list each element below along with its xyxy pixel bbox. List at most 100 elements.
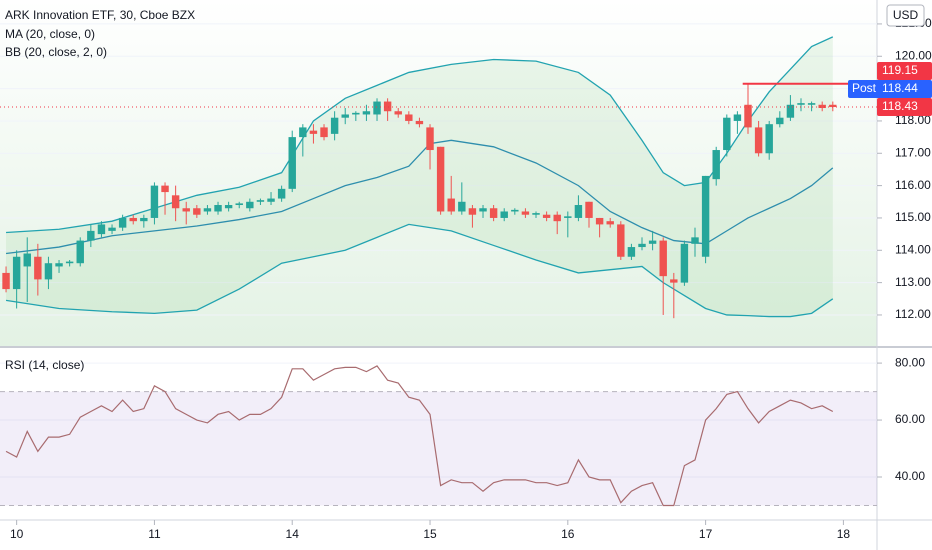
candle-body bbox=[818, 104, 826, 109]
candle-body bbox=[436, 146, 445, 212]
candle-body bbox=[352, 112, 360, 115]
y-tick-label: 113.00 bbox=[895, 275, 931, 289]
candle-body bbox=[182, 208, 190, 212]
candle-body bbox=[585, 201, 593, 218]
candle-body bbox=[595, 217, 604, 225]
candle-body bbox=[171, 195, 180, 209]
candle-body bbox=[362, 111, 371, 115]
candle-body bbox=[267, 198, 275, 202]
ma-line bbox=[5, 139, 834, 255]
candle-body bbox=[500, 211, 508, 218]
candle-body bbox=[691, 237, 699, 244]
candle-body bbox=[489, 208, 498, 218]
candle-body bbox=[65, 261, 74, 264]
candle-body bbox=[680, 243, 689, 283]
bb-lower bbox=[5, 223, 834, 318]
candle-body bbox=[479, 208, 487, 212]
candle-body bbox=[373, 101, 381, 115]
candle-body bbox=[712, 150, 720, 180]
candle-body bbox=[341, 114, 349, 118]
candle-body bbox=[108, 227, 116, 231]
x-tick-label: 15 bbox=[423, 527, 437, 541]
candle-body bbox=[299, 127, 307, 138]
y-tick-label: 115.00 bbox=[895, 210, 931, 224]
candle-body bbox=[723, 117, 731, 151]
y-tick-label: 117.00 bbox=[895, 145, 931, 159]
candle-body bbox=[776, 117, 784, 125]
y-tick-label: 112.00 bbox=[895, 307, 931, 321]
candle-body bbox=[648, 240, 657, 244]
candle-body bbox=[426, 127, 434, 151]
candle-body bbox=[447, 198, 455, 212]
legend-ma: MA (20, close, 0) bbox=[5, 27, 95, 41]
candle-body bbox=[394, 111, 402, 115]
candle-body bbox=[754, 127, 763, 154]
candle-body bbox=[214, 205, 222, 212]
candle-body bbox=[829, 104, 837, 108]
candle-body bbox=[606, 221, 614, 225]
price-tag-value: 118.44 bbox=[882, 81, 918, 95]
candle-body bbox=[277, 188, 286, 199]
candle-body bbox=[256, 200, 265, 202]
candle-body bbox=[320, 127, 328, 138]
candle-body bbox=[87, 230, 95, 241]
candle-body bbox=[532, 213, 540, 215]
candle-body bbox=[765, 124, 773, 154]
candle-body bbox=[415, 120, 424, 125]
candle-body bbox=[23, 253, 31, 267]
rsi-pane bbox=[0, 348, 877, 520]
candle-body bbox=[638, 243, 646, 248]
x-tick-label: 11 bbox=[148, 527, 161, 541]
candle-body bbox=[701, 175, 710, 257]
chart-title: ARK Innovation ETF, 30, Cboe BZX bbox=[5, 8, 195, 22]
candle-body bbox=[118, 217, 127, 228]
x-tick-label: 16 bbox=[561, 527, 575, 541]
candle-body bbox=[129, 217, 137, 222]
candle-body bbox=[797, 103, 805, 105]
candle-body bbox=[670, 279, 678, 283]
price-tag-value: 118.43 bbox=[882, 99, 918, 113]
candle-body bbox=[733, 114, 742, 121]
y-tick-label: 116.00 bbox=[895, 178, 931, 192]
candle-body bbox=[12, 256, 21, 290]
rsi-band bbox=[0, 391, 877, 506]
candle-body bbox=[468, 208, 477, 215]
candle-body bbox=[55, 263, 63, 267]
candle-body bbox=[511, 209, 519, 212]
candle-body bbox=[246, 201, 254, 209]
y-tick-label: 80.00 bbox=[895, 355, 925, 369]
candle-body bbox=[786, 104, 795, 118]
candle-body bbox=[383, 101, 392, 112]
candle-body bbox=[542, 214, 551, 218]
currency[interactable]: USD bbox=[893, 8, 919, 22]
candle-body bbox=[288, 137, 296, 189]
band-fill bbox=[6, 36, 833, 317]
candle-body bbox=[330, 117, 339, 134]
y-tick-label: 60.00 bbox=[895, 412, 925, 426]
price-tag bbox=[877, 62, 932, 81]
candle-body bbox=[97, 224, 106, 235]
candle-body bbox=[44, 263, 53, 280]
candle-body bbox=[521, 211, 530, 215]
candle-body bbox=[627, 247, 636, 257]
candle-body bbox=[235, 203, 243, 206]
currency-box[interactable] bbox=[886, 4, 925, 27]
price-tag-value: 119.15 bbox=[882, 63, 918, 77]
y-tick-label: 114.00 bbox=[895, 242, 931, 256]
candle-body bbox=[2, 272, 10, 290]
rsi-line bbox=[5, 365, 834, 507]
candle-body bbox=[574, 205, 583, 218]
price-tag-text: Post bbox=[852, 81, 877, 95]
candle-body bbox=[140, 217, 148, 222]
candle-body bbox=[161, 185, 169, 193]
candle-body bbox=[807, 103, 816, 105]
candle-body bbox=[150, 185, 159, 218]
candle-body bbox=[34, 256, 42, 280]
candle-body bbox=[564, 216, 572, 218]
x-tick-label: 10 bbox=[10, 527, 24, 541]
x-tick-label: 17 bbox=[699, 527, 713, 541]
candle-body bbox=[76, 240, 84, 264]
x-tick-label: 14 bbox=[286, 527, 300, 541]
candle-body bbox=[458, 201, 466, 212]
